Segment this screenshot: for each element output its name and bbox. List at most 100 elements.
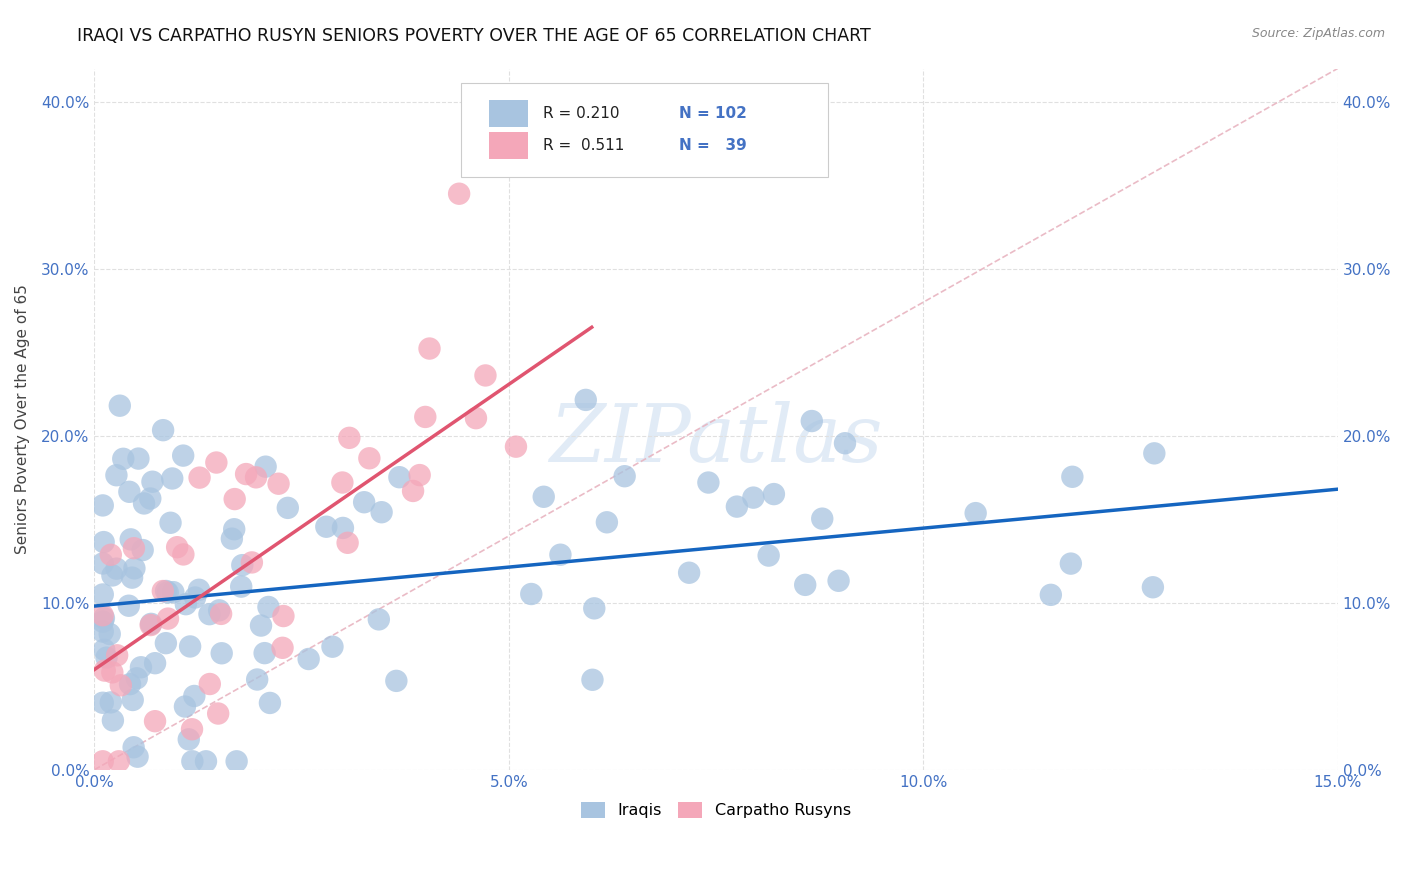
Point bbox=[159, 516, 181, 530]
Point bbox=[121, 693, 143, 707]
Point bbox=[965, 506, 987, 520]
Point bbox=[1060, 557, 1083, 571]
Point bbox=[505, 440, 527, 454]
Point bbox=[198, 607, 221, 622]
Point bbox=[152, 584, 174, 599]
Point bbox=[94, 664, 117, 678]
Point bbox=[271, 640, 294, 655]
Point bbox=[742, 491, 765, 505]
Point bbox=[101, 665, 124, 680]
Point bbox=[1142, 580, 1164, 594]
Point bbox=[520, 587, 543, 601]
Point bbox=[321, 640, 343, 654]
Point bbox=[105, 468, 128, 483]
Point bbox=[105, 561, 128, 575]
Point bbox=[385, 673, 408, 688]
Point bbox=[91, 608, 114, 623]
Point bbox=[811, 511, 834, 525]
Point bbox=[188, 470, 211, 484]
Point bbox=[533, 490, 555, 504]
Point bbox=[91, 499, 114, 513]
Point bbox=[108, 399, 131, 413]
Point bbox=[91, 696, 114, 710]
Point bbox=[105, 648, 128, 663]
Point bbox=[834, 436, 856, 450]
Point bbox=[101, 568, 124, 582]
FancyBboxPatch shape bbox=[461, 83, 828, 178]
Point bbox=[370, 505, 392, 519]
Point bbox=[1062, 470, 1084, 484]
Point bbox=[112, 451, 135, 466]
Point bbox=[122, 541, 145, 556]
Point bbox=[762, 487, 785, 501]
Point bbox=[188, 582, 211, 597]
FancyBboxPatch shape bbox=[488, 132, 529, 159]
Text: R = 0.210: R = 0.210 bbox=[543, 106, 620, 121]
Point bbox=[93, 535, 115, 549]
Point bbox=[156, 585, 179, 599]
Point bbox=[139, 616, 162, 631]
Point bbox=[125, 671, 148, 685]
Point bbox=[162, 471, 184, 485]
Point bbox=[127, 451, 149, 466]
Point bbox=[127, 749, 149, 764]
Point bbox=[253, 646, 276, 660]
Point bbox=[758, 549, 780, 563]
Point bbox=[413, 409, 436, 424]
Point bbox=[177, 732, 200, 747]
Point bbox=[827, 574, 849, 588]
Point bbox=[91, 587, 114, 601]
Point bbox=[162, 585, 184, 599]
Point bbox=[231, 558, 253, 573]
Point bbox=[166, 540, 188, 554]
Point bbox=[183, 689, 205, 703]
Point bbox=[613, 469, 636, 483]
Point bbox=[208, 603, 231, 617]
Point bbox=[211, 646, 233, 660]
Point bbox=[250, 618, 273, 632]
Text: N = 102: N = 102 bbox=[679, 106, 747, 121]
Point bbox=[581, 673, 603, 687]
Point bbox=[1143, 446, 1166, 460]
Point bbox=[388, 470, 411, 484]
Point bbox=[172, 449, 194, 463]
Point bbox=[129, 660, 152, 674]
Point bbox=[800, 414, 823, 428]
Point bbox=[198, 677, 221, 691]
Point bbox=[96, 650, 118, 665]
Point bbox=[273, 609, 295, 624]
Point bbox=[181, 754, 204, 768]
Point bbox=[98, 627, 121, 641]
Point bbox=[231, 580, 253, 594]
Point bbox=[156, 612, 179, 626]
Point bbox=[1039, 588, 1062, 602]
Point bbox=[110, 678, 132, 692]
Point bbox=[143, 656, 166, 670]
Point bbox=[122, 740, 145, 755]
FancyBboxPatch shape bbox=[488, 100, 529, 127]
Point bbox=[118, 677, 141, 691]
Point bbox=[172, 548, 194, 562]
Point bbox=[678, 566, 700, 580]
Text: N =   39: N = 39 bbox=[679, 138, 747, 153]
Point bbox=[91, 557, 114, 571]
Point bbox=[254, 459, 277, 474]
Point bbox=[353, 495, 375, 509]
Text: Source: ZipAtlas.com: Source: ZipAtlas.com bbox=[1251, 27, 1385, 40]
Point bbox=[155, 636, 177, 650]
Point bbox=[93, 611, 115, 625]
Point bbox=[277, 500, 299, 515]
Point bbox=[315, 519, 337, 533]
Point bbox=[124, 561, 146, 575]
Point bbox=[550, 548, 572, 562]
Point bbox=[224, 492, 246, 507]
Point bbox=[235, 467, 257, 481]
Point bbox=[118, 484, 141, 499]
Point bbox=[267, 476, 290, 491]
Point bbox=[583, 601, 606, 615]
Point bbox=[725, 500, 748, 514]
Point bbox=[91, 615, 114, 629]
Legend: Iraqis, Carpatho Rusyns: Iraqis, Carpatho Rusyns bbox=[575, 796, 858, 825]
Point bbox=[155, 584, 177, 599]
Point bbox=[143, 714, 166, 729]
